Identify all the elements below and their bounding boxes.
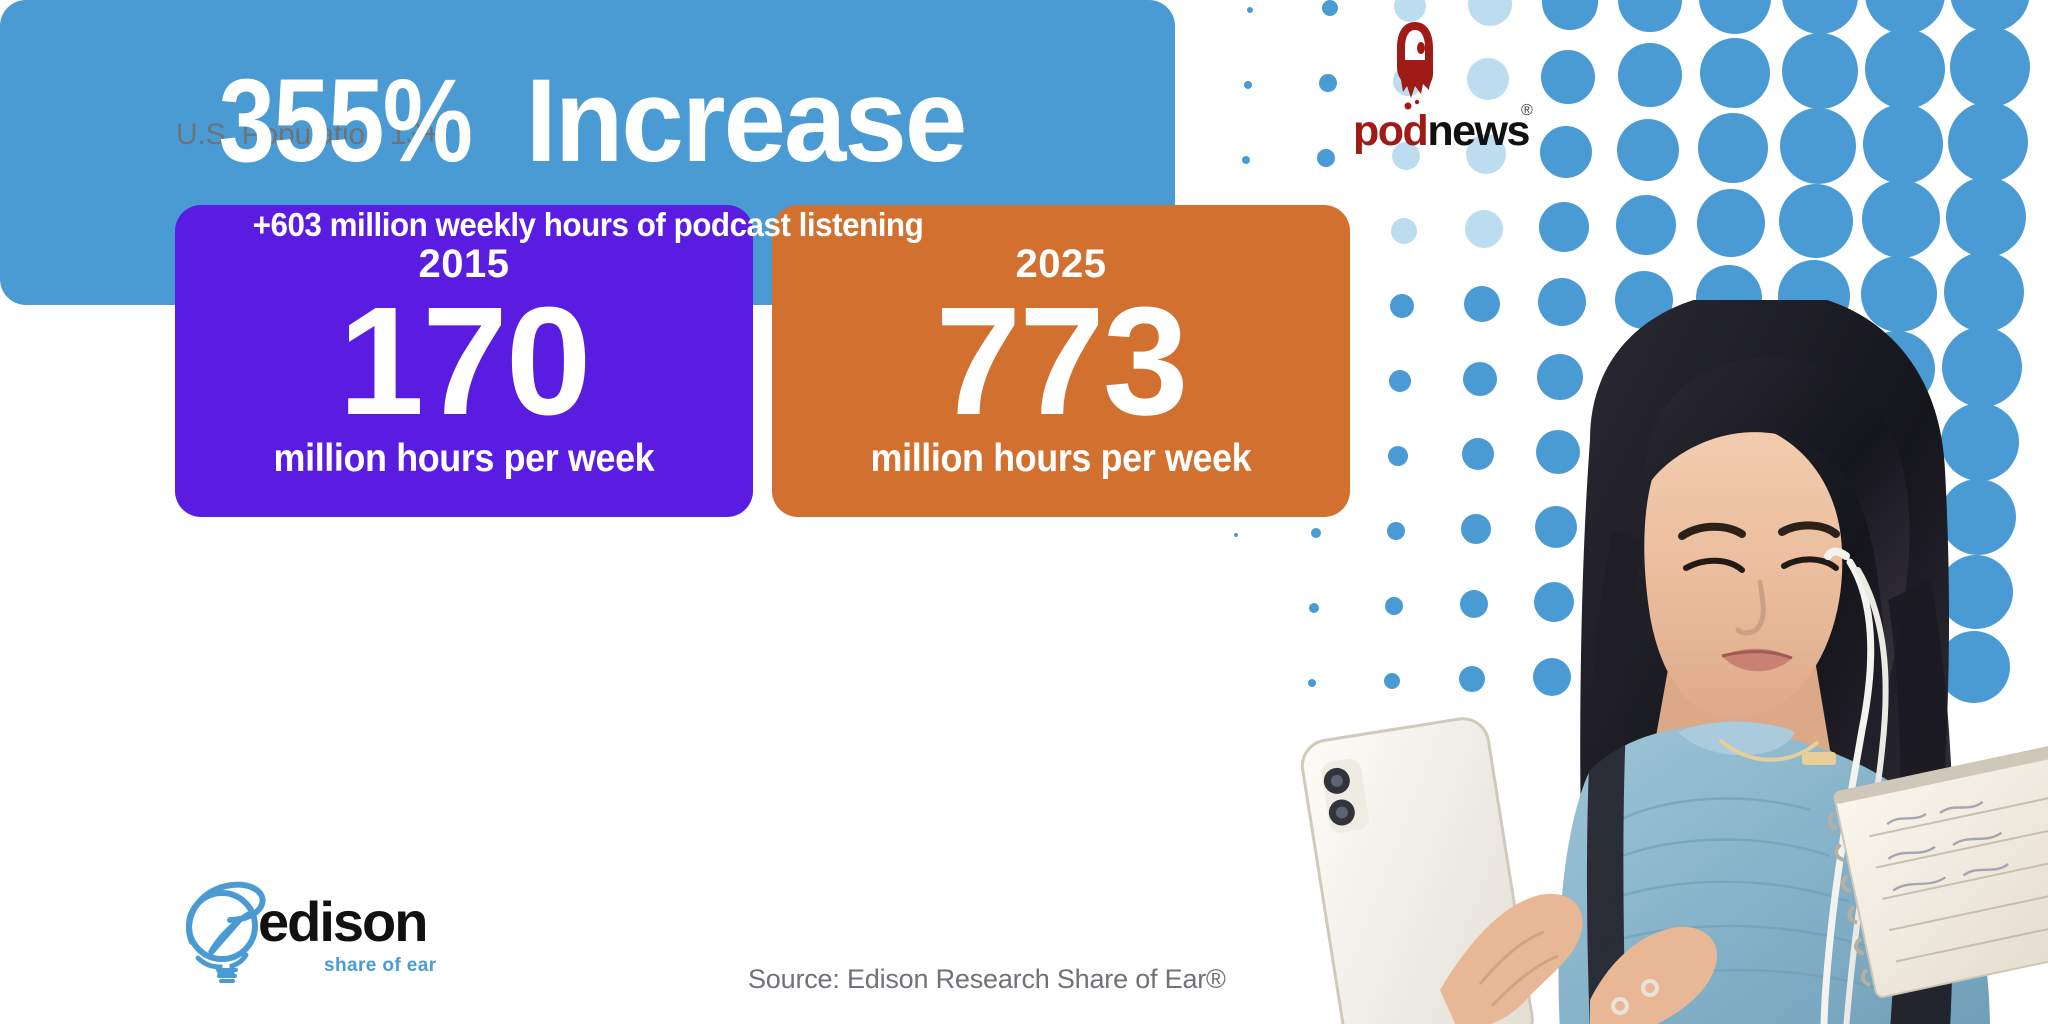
stat-year-label: 2025 xyxy=(1015,242,1107,287)
increase-word: Increase xyxy=(525,54,968,187)
stat-value-number: 773 xyxy=(935,275,1189,448)
page-subtitle: U.S. Population 13+ xyxy=(176,118,440,151)
stat-caption-label: million hours per week xyxy=(870,436,1252,480)
increase-subtext: +603 million weekly hours of podcast lis… xyxy=(252,205,923,243)
infographic-right-panel: podnews ® xyxy=(1230,0,2048,1024)
edison-orbit-bulb-icon xyxy=(186,881,266,983)
stat-value-number: 170 xyxy=(338,275,592,448)
edison-wordmark: edison xyxy=(258,890,428,953)
podnews-pod-text: pod xyxy=(1353,107,1429,155)
edison-tagline: share of ear xyxy=(324,955,437,976)
podnews-dripping-mic-icon xyxy=(1397,22,1433,110)
podnews-registered-mark: ® xyxy=(1521,102,1533,119)
edison-logo: edison share of ear xyxy=(178,880,448,984)
podnews-logo: podnews ® xyxy=(1325,18,1565,153)
stat-year-label: 2015 xyxy=(418,242,510,287)
stat-card-2025: 2025 773 million hours per week xyxy=(772,205,1350,517)
page-title: Weekly Time Spent With Podcasts xyxy=(175,36,1078,105)
podnews-wordmark: podnews xyxy=(1353,107,1530,155)
stat-card-2015: 2015 170 million hours per week xyxy=(175,205,753,517)
increase-headline: 355% Increase xyxy=(198,62,977,180)
podnews-news-text: news xyxy=(1427,107,1530,155)
stat-caption-label: million hours per week xyxy=(273,436,655,480)
source-note: Source: Edison Research Share of Ear® xyxy=(748,964,1226,994)
infographic-left-panel: Weekly Time Spent With Podcasts U.S. Pop… xyxy=(0,0,1350,994)
listener-photo xyxy=(1300,300,2048,1024)
increase-percent: 355% xyxy=(218,54,473,187)
